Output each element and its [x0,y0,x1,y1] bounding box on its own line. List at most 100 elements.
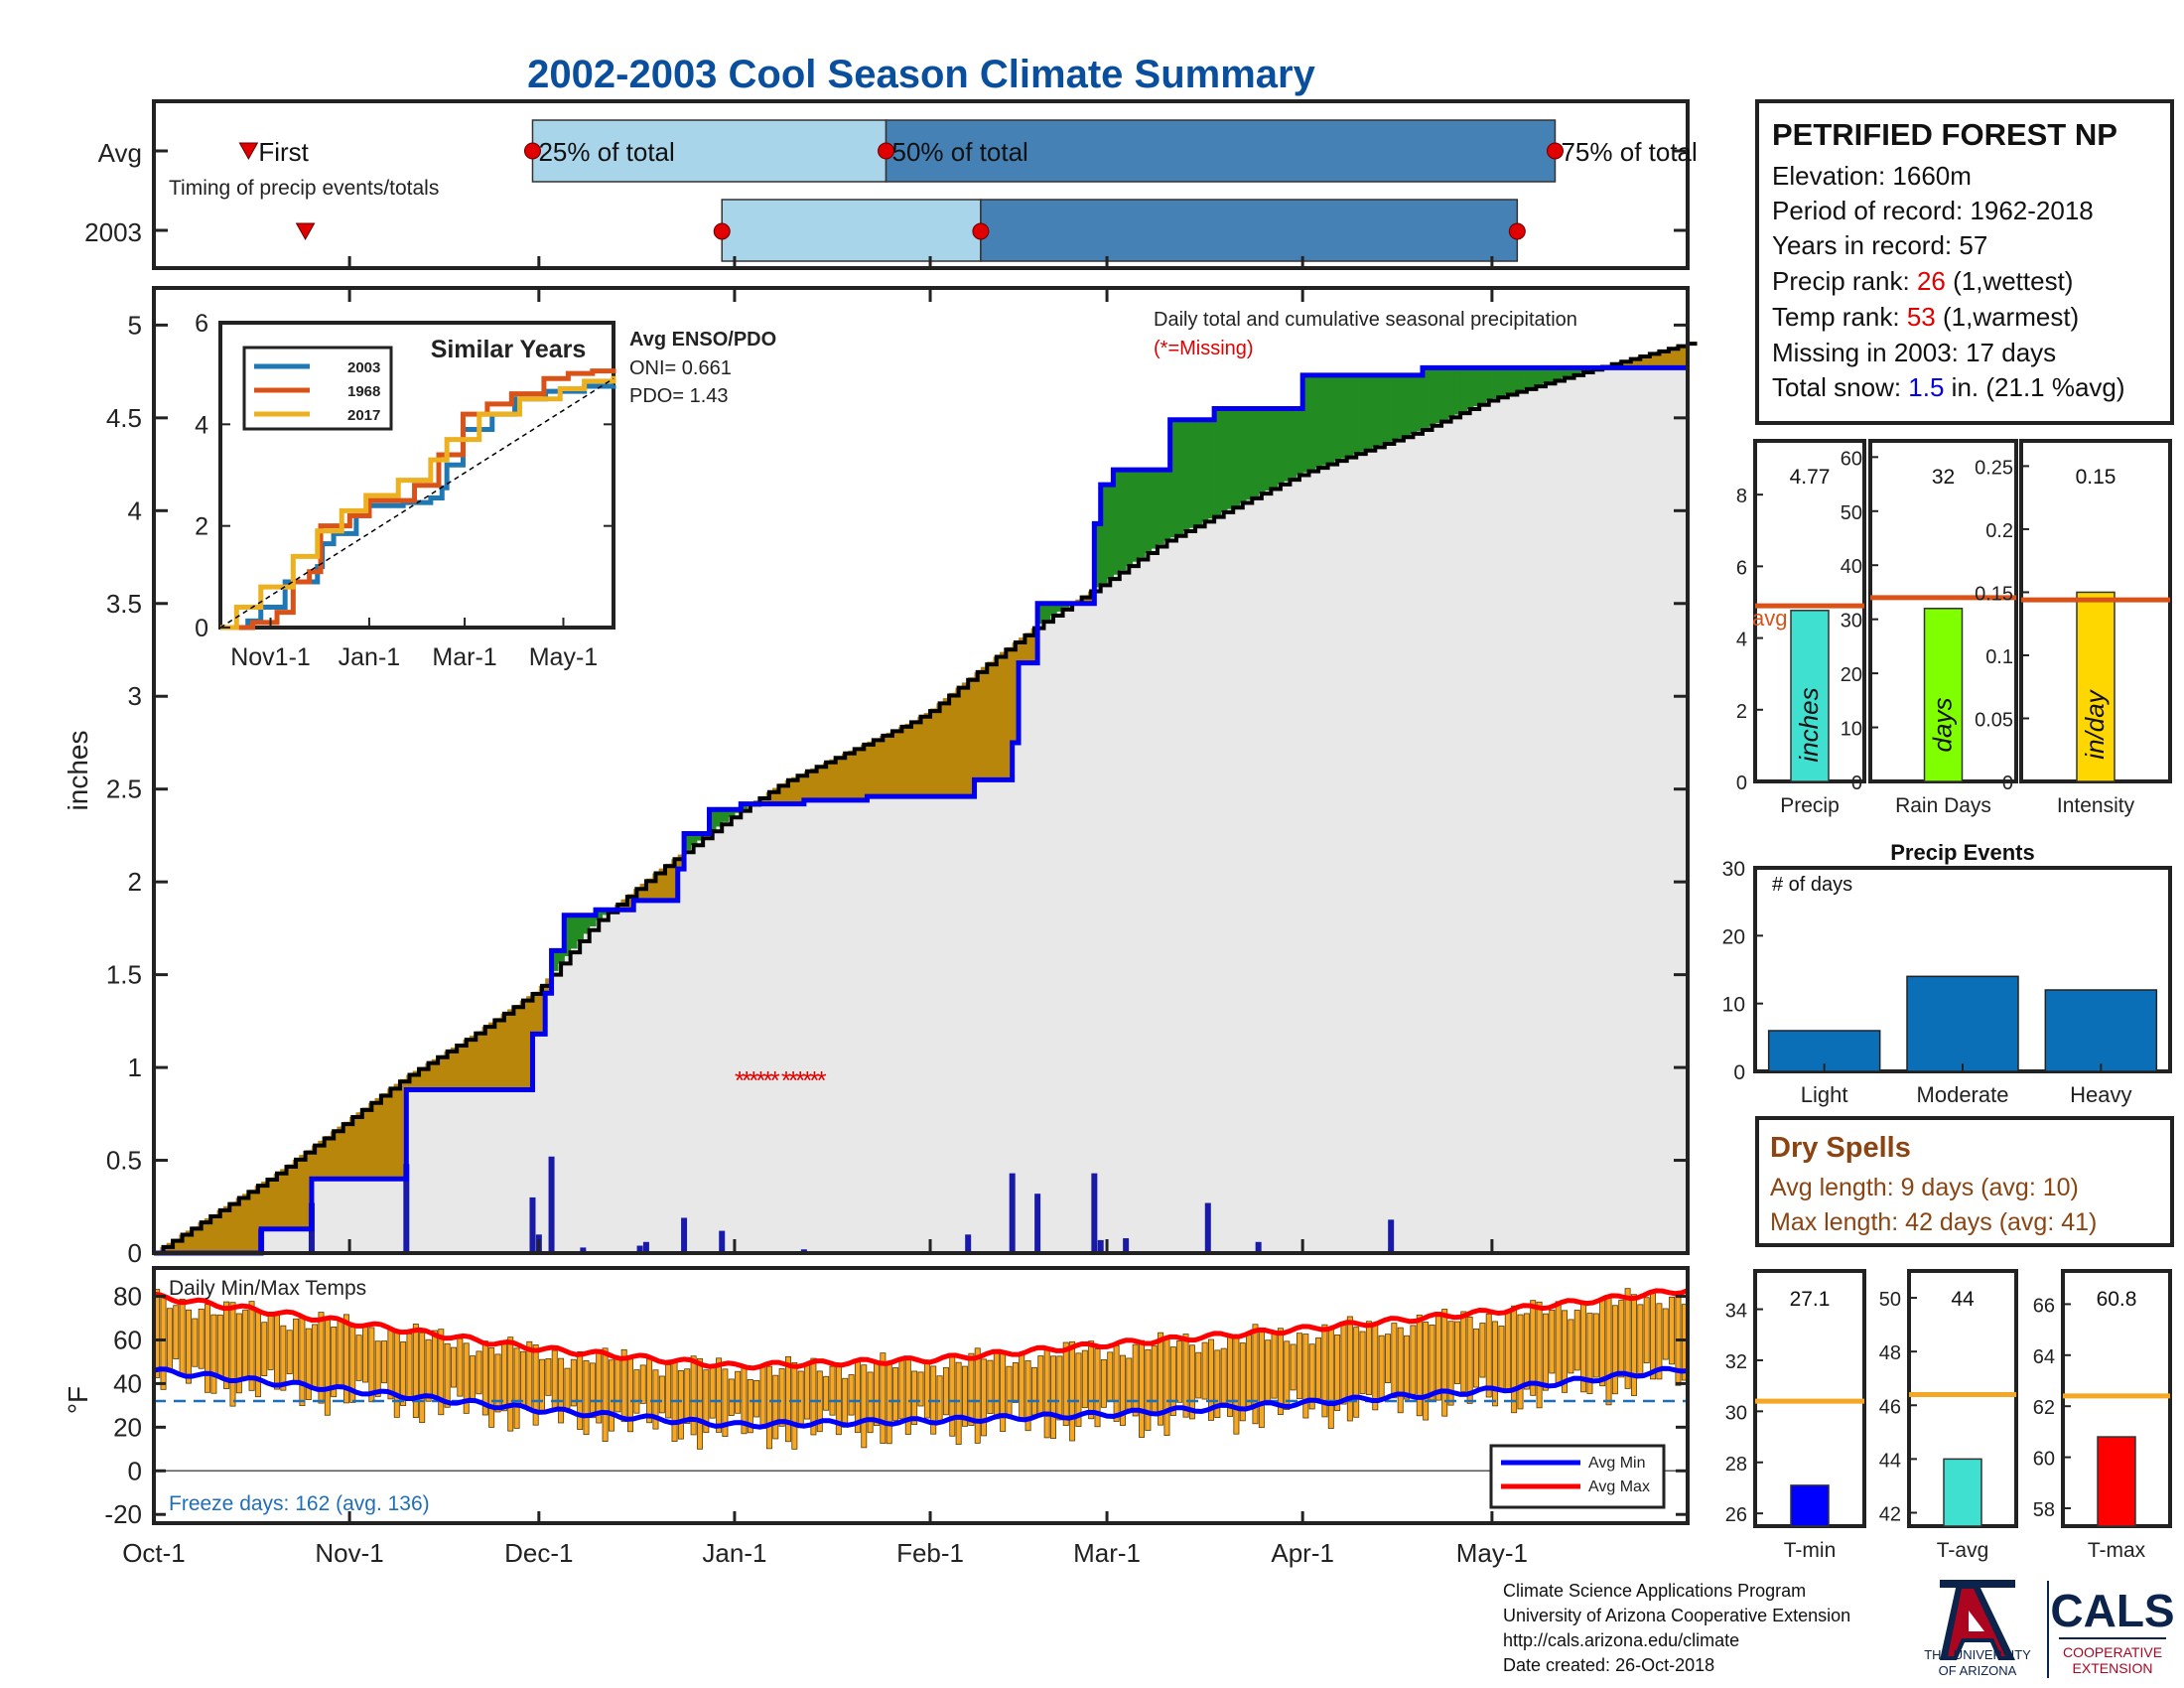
daily-temp-bar [778,1368,785,1427]
daily-temp-bar [1220,1347,1227,1404]
daily-temp-bar [507,1336,514,1432]
temp-mean-x-label: T-avg [1937,1539,1989,1562]
daily-temp-bar [968,1352,975,1426]
above-avg-fill [576,914,584,941]
above-avg-fill [1245,408,1253,500]
summary-y-label: 0 [2002,773,2013,794]
below-avg-fill [955,687,963,797]
daily-temp-bar [1006,1365,1013,1417]
daily-temp-bar [1530,1300,1537,1396]
below-avg-fill [1024,633,1032,663]
below-avg-fill [803,771,811,800]
above-avg-fill [564,914,572,956]
daily-temp-bar [1605,1296,1612,1406]
daily-temp-bar [709,1364,716,1419]
above-avg-fill [1107,485,1115,580]
temp-mean-bar-t-min [1790,1484,1830,1527]
daily-precip-bar [1091,1173,1098,1253]
above-avg-fill [1498,367,1506,397]
precip-event-label: Moderate [1917,1082,2009,1107]
precip-events-ylabel: # of days [1772,874,1852,896]
daily-temp-bar [324,1317,331,1416]
above-avg-fill [1466,367,1474,409]
above-avg-fill [1132,470,1140,562]
daily-temp-bar [861,1364,868,1449]
daily-temp-bar [1562,1310,1568,1393]
daily-temp-bar [1030,1366,1037,1416]
x-tick-label: Dec-1 [504,1538,573,1568]
below-avg-fill [829,759,837,800]
timing-row-label-2003: 2003 [84,217,142,247]
summary-avg-label: avg [1752,606,1787,631]
daily-temp-bar [451,1346,457,1388]
daily-temp-bar [1119,1354,1126,1426]
above-avg-fill [1568,367,1575,376]
daily-temp-bar [917,1371,924,1407]
daily-temp-bar [1158,1332,1164,1426]
daily-temp-bar [1573,1310,1580,1371]
above-avg-fill [1517,367,1525,391]
daily-temp-bar [633,1369,640,1414]
x-tick-label: May-1 [1456,1538,1528,1568]
daily-temp-bar [261,1322,268,1376]
temp-mean-y-label: 58 [2033,1499,2055,1521]
daily-temp-bar [513,1347,520,1429]
daily-temp-bar [519,1350,526,1408]
temp-mean-bar-t-avg [1943,1458,1982,1527]
above-avg-fill [1561,367,1569,378]
temp-mean-value-label: 27.1 [1790,1288,1831,1311]
daily-temp-bar [570,1358,577,1407]
above-avg-fill [1151,470,1159,549]
station-years: Years in record: 57 [1772,230,1987,260]
above-avg-fill [1573,367,1581,374]
daily-temp-bar [608,1359,614,1432]
daily-temp-bar [1043,1347,1050,1439]
daily-temp-bar [185,1309,192,1384]
daily-temp-bar [431,1330,438,1399]
below-avg-fill [487,1022,495,1090]
daily-temp-bar [1536,1301,1543,1409]
temp-mean-value-label: 44 [1951,1288,1975,1311]
below-avg-fill [286,1164,294,1229]
y-tick-label: 0.5 [106,1146,142,1176]
daily-temp-bar [974,1347,981,1444]
daily-temp-bar [1113,1344,1120,1422]
daily-temp-bar [1327,1328,1334,1429]
below-avg-fill [494,1018,502,1090]
timing-first-last-marker [238,142,259,161]
summary-y-label: 40 [1841,556,1862,578]
station-temp-rank: Temp rank: 53 (1,warmest) [1772,302,2079,332]
temps-plot: -20 0 20 40 60 80 [104,1282,1689,1529]
above-avg-fill [684,833,692,850]
x-tick-label: Jan-1 [702,1538,766,1568]
above-avg-fill [1169,419,1177,538]
daily-temp-bar [305,1328,312,1400]
summary-x-label: Intensity [2057,794,2135,817]
daily-temp-bar [368,1327,375,1403]
below-avg-fill [387,1088,395,1180]
above-avg-fill [1094,523,1102,588]
above-avg-fill [715,809,723,827]
footer-line-3: http://cals.arizona.edu/climate [1503,1630,1739,1650]
daily-temp-bar [1624,1288,1631,1389]
station-precip-rank: Precip rank: 26 (1,wettest) [1772,266,2073,296]
daily-temp-bar [1188,1344,1195,1420]
missing-note: (*=Missing) [1154,338,1254,359]
above-avg-fill [1233,408,1241,506]
daily-temp-bar [1277,1328,1284,1415]
temp-y-label: 40 [113,1368,142,1398]
daily-temp-bar [1669,1296,1676,1365]
daily-temp-bar [470,1355,477,1403]
daily-precip-bar [1388,1219,1395,1253]
daily-temp-bar [1088,1340,1095,1420]
avg-max-line [153,1288,1689,1371]
daily-temp-bar [318,1312,325,1404]
daily-temp-bar [602,1347,609,1442]
daily-temp-bar [1479,1323,1486,1378]
daily-precip-bar [965,1234,972,1253]
season-total-bars: 0 2 4 6 8 4.77 Precip inches 0 10 20 30 40 50 60 32 Rain… [1736,439,2172,817]
above-avg-fill [1403,374,1411,437]
timing-percentile-dot [878,142,895,160]
dry-spells-box: Dry Spells Avg length: 9 days (avg: 10) … [1755,1116,2174,1247]
